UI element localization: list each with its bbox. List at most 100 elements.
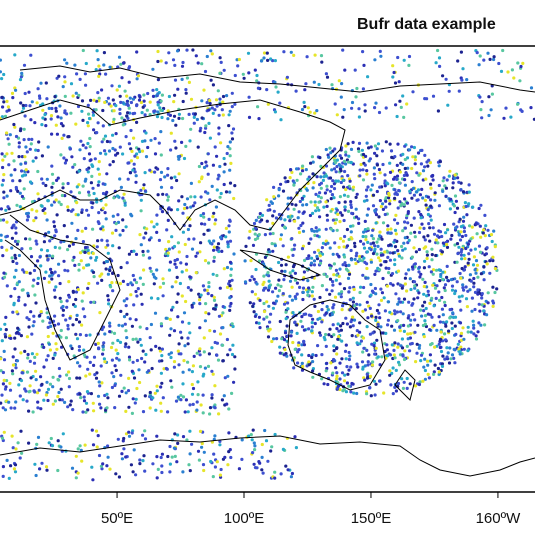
observation-point xyxy=(309,200,313,204)
observation-point xyxy=(296,361,300,365)
observation-point xyxy=(416,323,420,327)
observation-point xyxy=(132,136,136,140)
observation-point xyxy=(263,428,267,433)
observation-point xyxy=(393,312,397,316)
observation-point xyxy=(10,236,14,240)
observation-point xyxy=(431,94,436,98)
observation-point xyxy=(72,255,76,259)
observation-point xyxy=(65,112,69,116)
observation-point xyxy=(384,106,388,110)
observation-point xyxy=(277,260,281,265)
observation-point xyxy=(80,109,84,113)
observation-point xyxy=(276,90,280,94)
observation-point xyxy=(372,341,377,345)
observation-point xyxy=(438,298,442,302)
observation-point xyxy=(272,301,276,305)
observation-point xyxy=(155,230,159,234)
observation-point xyxy=(349,320,353,324)
observation-point xyxy=(18,205,22,209)
observation-point xyxy=(419,359,423,363)
observation-point xyxy=(365,300,369,304)
observation-point xyxy=(357,107,361,111)
observation-point xyxy=(312,229,316,233)
observation-point xyxy=(29,53,33,57)
observation-point xyxy=(258,461,262,465)
observation-point xyxy=(378,379,382,383)
observation-point xyxy=(228,190,232,194)
observation-point xyxy=(344,343,348,347)
observation-point xyxy=(202,232,206,236)
observation-point xyxy=(9,464,13,468)
observation-point xyxy=(426,208,430,212)
observation-point xyxy=(25,335,29,339)
observation-point xyxy=(270,242,274,246)
observation-point xyxy=(225,151,229,156)
observation-point xyxy=(148,266,152,270)
observation-point xyxy=(379,247,383,251)
observation-point xyxy=(402,380,406,384)
observation-point xyxy=(419,216,423,220)
observation-point xyxy=(209,459,213,464)
observation-point xyxy=(22,138,26,142)
observation-point xyxy=(113,364,117,368)
observation-point xyxy=(13,168,17,172)
observation-point xyxy=(392,353,396,357)
observation-point xyxy=(354,207,358,211)
observation-point xyxy=(453,210,457,215)
observation-point xyxy=(55,178,59,182)
observation-point xyxy=(66,205,70,209)
observation-point xyxy=(41,108,45,112)
observation-point xyxy=(175,275,179,279)
observation-point xyxy=(345,322,349,326)
observation-point xyxy=(352,391,356,395)
observation-point xyxy=(460,78,464,82)
observation-point xyxy=(55,213,59,217)
observation-point xyxy=(3,408,8,412)
observation-point xyxy=(324,311,328,315)
observation-point xyxy=(393,155,397,159)
observation-point xyxy=(206,364,211,368)
observation-point xyxy=(405,156,410,160)
observation-point xyxy=(408,382,412,386)
observation-point xyxy=(32,219,36,223)
observation-point xyxy=(107,302,111,306)
observation-point xyxy=(217,132,221,136)
observation-point xyxy=(63,400,67,404)
observation-point xyxy=(410,145,414,149)
observation-point xyxy=(200,177,204,181)
observation-point xyxy=(200,99,204,103)
observation-point xyxy=(200,116,204,120)
observation-point xyxy=(96,58,100,62)
observation-point xyxy=(228,140,232,144)
observation-point xyxy=(20,371,24,375)
observation-point xyxy=(311,317,315,321)
observation-point xyxy=(377,167,381,172)
observation-point xyxy=(438,345,442,350)
observation-point xyxy=(421,178,425,182)
observation-point xyxy=(218,473,222,477)
observation-point xyxy=(328,176,333,180)
observation-point xyxy=(444,324,448,328)
observation-point xyxy=(482,265,486,269)
observation-point xyxy=(278,345,282,349)
observation-point xyxy=(459,253,464,257)
observation-point xyxy=(74,91,78,95)
observation-point xyxy=(316,344,320,348)
observation-point xyxy=(39,310,43,314)
observation-point xyxy=(138,458,142,462)
observation-point xyxy=(386,318,390,322)
observation-point xyxy=(196,393,200,397)
observation-point xyxy=(229,161,233,165)
observation-point xyxy=(104,72,108,76)
observation-point xyxy=(441,179,445,183)
observation-point xyxy=(186,410,190,414)
observation-point xyxy=(25,150,29,154)
observation-point xyxy=(23,303,27,307)
observation-point xyxy=(363,103,367,107)
observation-point xyxy=(182,311,187,315)
observation-point xyxy=(311,360,315,364)
observation-point xyxy=(108,324,112,328)
observation-point xyxy=(51,402,55,406)
observation-point xyxy=(431,226,435,230)
observation-point xyxy=(126,389,131,393)
